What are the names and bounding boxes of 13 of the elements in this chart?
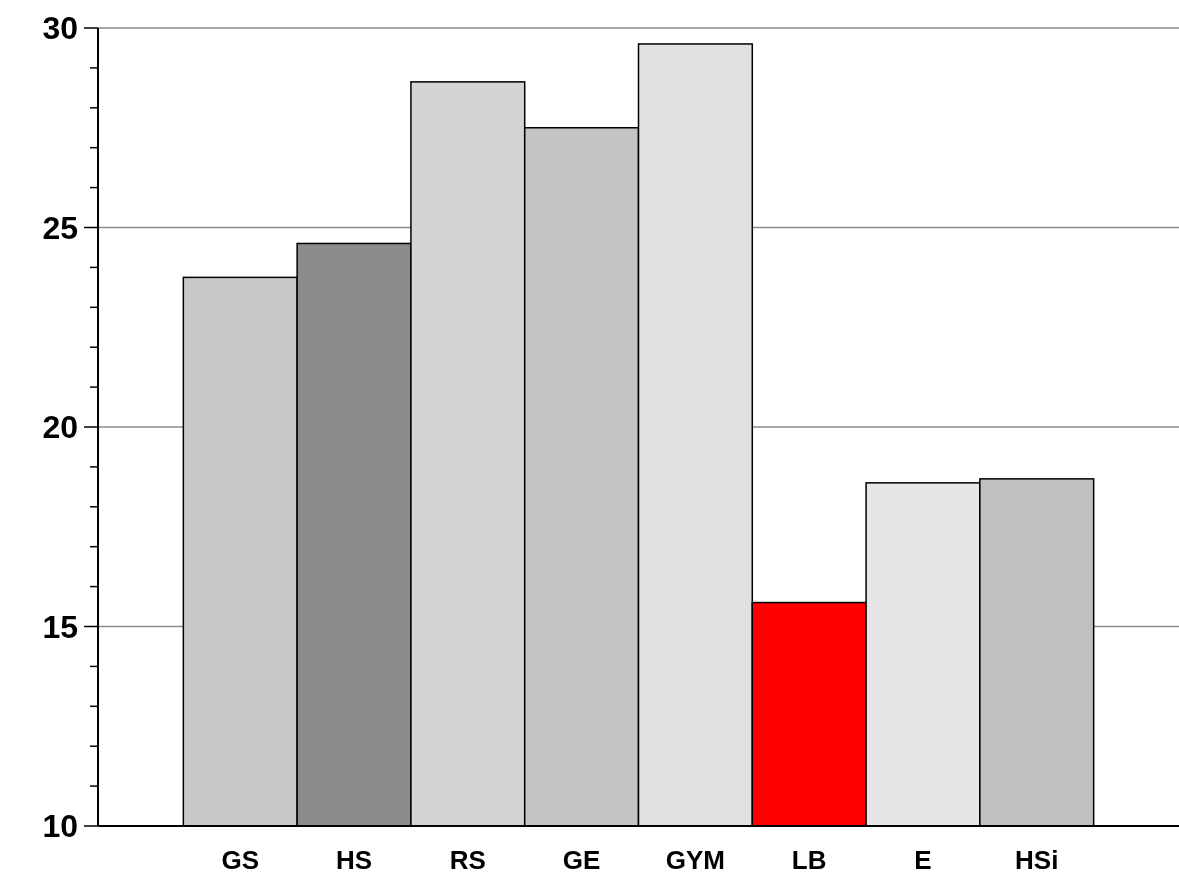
x-tick-label: GYM [665,845,726,875]
x-tick-label: HS [335,845,373,875]
y-tick-label: 20 [42,409,78,446]
y-tick-label: 15 [42,608,78,645]
y-tick-label: 10 [42,808,78,845]
y-tick-label: 25 [42,209,78,246]
x-tick-label: GS [221,845,260,875]
y-tick-label: 30 [42,10,78,47]
x-tick-label: HSi [1015,845,1059,875]
x-tick-label: LB [791,845,827,875]
x-tick-label: GE [562,845,601,875]
x-tick-label: RS [449,845,486,875]
x-tick-label: E [914,845,932,875]
